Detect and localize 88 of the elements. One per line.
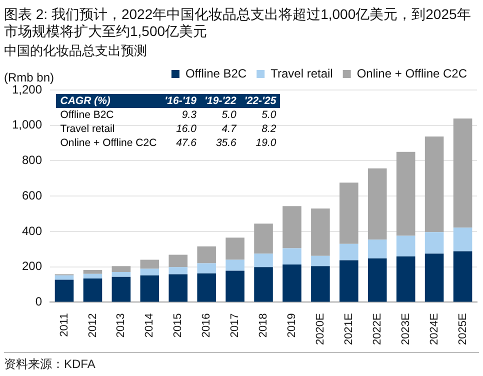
x-tick-label: 2018 — [258, 313, 270, 338]
y-tick-label: 600 — [22, 188, 42, 202]
bar — [254, 224, 273, 254]
bar — [453, 251, 472, 302]
bar — [54, 280, 74, 302]
x-tick-label: 2016 — [200, 313, 213, 338]
bar — [340, 260, 358, 302]
bar — [282, 264, 302, 302]
legend-label: Travel retail — [270, 66, 333, 80]
bar — [424, 232, 444, 254]
y-tick-label: 400 — [22, 224, 42, 238]
x-tick-label: 2011 — [58, 313, 70, 337]
bar — [112, 266, 131, 272]
x-tick-label: 2021E — [342, 313, 355, 346]
bar — [424, 254, 444, 302]
bar — [140, 268, 160, 276]
bar — [83, 274, 102, 278]
annotation: 8.2 — [260, 122, 278, 136]
bar — [311, 266, 330, 302]
annotation: 4.7 — [220, 122, 238, 136]
y-tick-label: 800 — [22, 153, 42, 168]
x-tick-label: 2019 — [286, 313, 298, 338]
annotation: Travel retail — [59, 122, 116, 136]
bar — [112, 276, 131, 302]
annotation: '19-'22 — [200, 94, 240, 108]
bar — [368, 168, 387, 240]
bar — [168, 274, 188, 302]
bar — [396, 256, 416, 302]
y-tick-label: 200 — [22, 259, 42, 274]
bar — [168, 254, 188, 268]
bar — [197, 246, 216, 264]
bar — [340, 244, 358, 260]
bar — [83, 270, 102, 274]
annotation: CAGR (%) — [56, 94, 161, 108]
x-tick-label: 2012 — [86, 313, 99, 338]
annotation: Online + Offline C2C — [59, 136, 158, 150]
bar — [83, 278, 102, 302]
bar — [282, 206, 302, 248]
bar — [282, 248, 302, 265]
chart-subtitle: 中国的化妆品总支出预测 — [4, 42, 147, 60]
bar — [197, 263, 216, 274]
x-tick-label: 2025E — [456, 313, 469, 346]
bar — [396, 236, 416, 256]
y-tick-label: 1,000 — [12, 118, 42, 132]
x-tick-label: 2014 — [144, 313, 156, 338]
bar — [254, 254, 273, 268]
x-tick-label: 2020E — [314, 313, 326, 346]
annotation: '22-'25 — [240, 94, 280, 108]
bar — [168, 267, 188, 274]
x-tick-label: 2015 — [172, 313, 184, 338]
bar — [340, 182, 358, 244]
annotation: 47.6 — [175, 136, 198, 150]
annotation: 16.0 — [175, 122, 198, 136]
bar — [254, 267, 273, 302]
bar — [453, 118, 472, 228]
x-tick-label: 2022E — [371, 313, 384, 346]
bar — [368, 240, 387, 258]
annotation: 35.6 — [214, 136, 238, 150]
bar — [226, 270, 244, 302]
bar — [226, 238, 244, 260]
bar — [197, 273, 216, 302]
legend-label: Online + Offline C2C — [356, 66, 468, 80]
x-tick-label: 2024E — [428, 313, 440, 346]
y-tick-label: 1,200 — [12, 82, 42, 96]
chart-title: 图表 2: 我们预计，2022年中国化妆品总支出将超过1,000亿美元，到2025年市场规模将扩大至约1,500亿美元 — [4, 6, 472, 40]
bar — [424, 136, 444, 232]
bar — [311, 256, 330, 266]
bar — [311, 208, 330, 256]
annotation: 5.0 — [260, 108, 278, 122]
bar — [140, 260, 160, 269]
annotation: 9.3 — [180, 108, 198, 122]
bar — [453, 228, 472, 252]
bar — [368, 258, 387, 302]
x-tick-label: 2017 — [229, 313, 242, 338]
annotation: '16-'19 — [160, 94, 201, 108]
x-tick-label: 2023E — [400, 313, 412, 346]
x-tick-label: 2013 — [115, 313, 128, 338]
bar — [140, 275, 160, 302]
annotation: 19.0 — [254, 136, 278, 150]
bar — [112, 272, 131, 277]
annotation: Offline B2C — [59, 108, 115, 122]
bar — [226, 260, 244, 271]
bar — [396, 152, 416, 236]
y-tick-label: 0 — [35, 294, 42, 309]
y-axis-title: (Rmb bn) — [4, 70, 54, 84]
annotation: 5.0 — [220, 108, 238, 122]
legend-label: Offline B2C — [185, 66, 247, 80]
text: 资料来源：KDFA — [4, 352, 479, 373]
